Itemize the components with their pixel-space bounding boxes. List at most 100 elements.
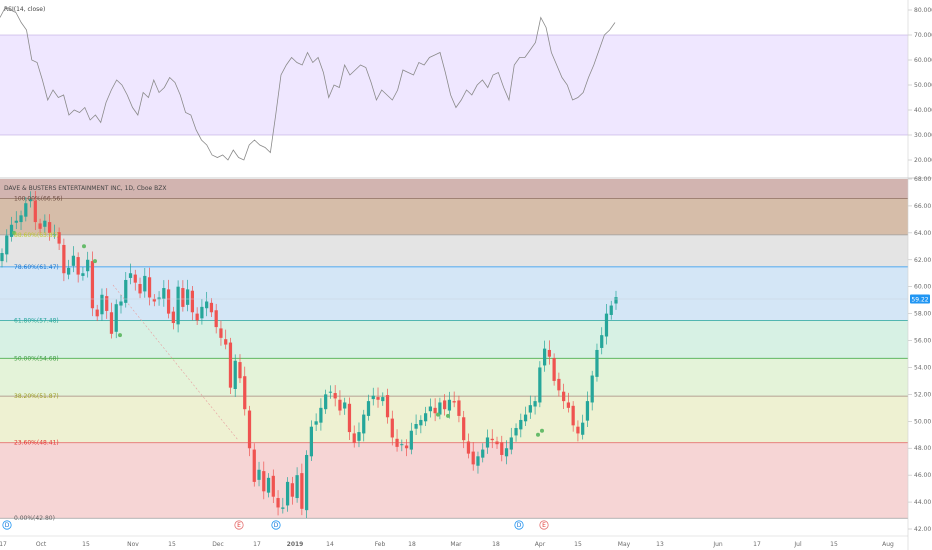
time-tick-label: 15 [574, 541, 582, 548]
candle-body [0, 253, 4, 262]
fib-band-bottom [0, 442, 908, 519]
candle-body [423, 413, 428, 422]
candle-body [57, 232, 61, 244]
rsi-line-group [0, 6, 616, 161]
candle-body [366, 401, 371, 416]
candle-body [376, 397, 380, 400]
marker-letter: E [542, 522, 546, 529]
price-tick-label: 62.00 [914, 257, 931, 264]
candle-body [390, 418, 394, 438]
candle-body [143, 275, 147, 292]
candle-body [281, 507, 285, 509]
rsi-tick-label: 80.0000 [914, 7, 932, 14]
time-tick-label: Mar [450, 541, 462, 548]
dividend-marker[interactable]: D [271, 520, 281, 530]
earnings-marker[interactable]: E [539, 520, 549, 530]
candle-body [324, 394, 328, 410]
fib-label: 23.60%(48.41) [14, 440, 59, 447]
rsi-tick-label: 70.0000 [914, 32, 932, 39]
price-tick-label: 66.00 [914, 203, 931, 210]
signal-dot [446, 413, 450, 418]
fib-label: 0.00%(42.80) [14, 515, 55, 522]
candle-body [67, 267, 71, 275]
signal-dot [118, 333, 122, 338]
rsi-tick-label: 60.0000 [914, 57, 932, 64]
candle-body [566, 402, 571, 408]
fib-trendline[interactable] [112, 284, 239, 441]
marker-circle [271, 520, 281, 530]
candle-body [428, 406, 432, 412]
price-tick-label: 52.00 [914, 391, 931, 398]
candle-body [133, 274, 137, 283]
candle-body [585, 401, 590, 421]
earnings-marker[interactable]: E [234, 520, 244, 530]
candle-body [5, 235, 9, 255]
signal-dot [12, 230, 16, 235]
time-tick-label: 15 [830, 541, 838, 548]
candle-body [523, 414, 528, 422]
candle-body [285, 481, 290, 506]
dividend-marker[interactable]: D [514, 520, 524, 530]
candle-body [62, 244, 66, 274]
candle-body [86, 259, 90, 272]
candle-body [247, 410, 252, 449]
candle-body [419, 419, 423, 426]
marker-circle [514, 520, 524, 530]
candle-body [581, 422, 585, 435]
candle-body [485, 437, 490, 448]
last-price-label: 59.22 [911, 297, 928, 304]
candle-body [181, 288, 185, 307]
price-tick-label: 44.00 [914, 499, 931, 506]
marker-circle [2, 520, 12, 530]
candle-body [362, 414, 366, 434]
candle-body [338, 399, 342, 411]
candle-body [119, 301, 123, 306]
fib-band [0, 198, 908, 235]
fib-label: 78.60%(61.47) [14, 264, 59, 271]
candle-body [538, 367, 542, 403]
candle-body [609, 305, 613, 315]
time-axis[interactable]: 17 Oct 15 Nov 15 Dec 17 2019 14 Feb 18 Mar 18 Apr 15 Ma… [0, 541, 894, 548]
candle-body [333, 393, 337, 399]
candle-body [552, 358, 556, 381]
fib-band [0, 234, 908, 267]
fib-band [0, 266, 908, 321]
price-tick-label: 46.00 [914, 472, 931, 479]
candle-body [52, 234, 56, 236]
candle-body [200, 306, 204, 319]
candle-body [371, 395, 375, 400]
price-tick-label: 48.00 [914, 445, 931, 452]
candle-body [100, 294, 104, 315]
candle-body [257, 469, 261, 480]
candle-body [409, 430, 413, 450]
price-tick-label: 64.00 [914, 230, 931, 237]
dividend-marker[interactable]: D [2, 520, 12, 530]
candle-body [443, 400, 447, 410]
candle-body [295, 475, 299, 499]
signal-dot [82, 244, 86, 249]
candle-body [557, 378, 561, 391]
candle-body [481, 449, 485, 458]
fibonacci-labels: 100.00%(66.56) 88.60%(63.85) 78.60%(61.47)… [14, 195, 63, 522]
candle-body [509, 437, 513, 450]
marker-circle [539, 520, 549, 530]
fib-label: 100.00%(66.56) [14, 195, 63, 202]
candle-body [214, 310, 218, 328]
candle-body [490, 438, 494, 441]
candle-body [205, 301, 209, 309]
marker-letter: D [274, 522, 279, 529]
fib-label: 88.60%(63.85) [14, 232, 59, 239]
price-tick-label: 68.00 [914, 176, 931, 183]
time-tick-label: 15 [168, 541, 176, 548]
time-tick-label: 14 [326, 541, 334, 548]
candle-body [24, 203, 28, 217]
candle-body [542, 348, 547, 366]
price-tick-label: 60.00 [914, 284, 931, 291]
time-tick-label: Aug [882, 541, 894, 548]
candle-body [47, 222, 52, 233]
fib-band [0, 358, 908, 397]
price-tick-label: 56.00 [914, 338, 931, 345]
rsi-band [0, 35, 908, 135]
candle-body [271, 475, 275, 497]
